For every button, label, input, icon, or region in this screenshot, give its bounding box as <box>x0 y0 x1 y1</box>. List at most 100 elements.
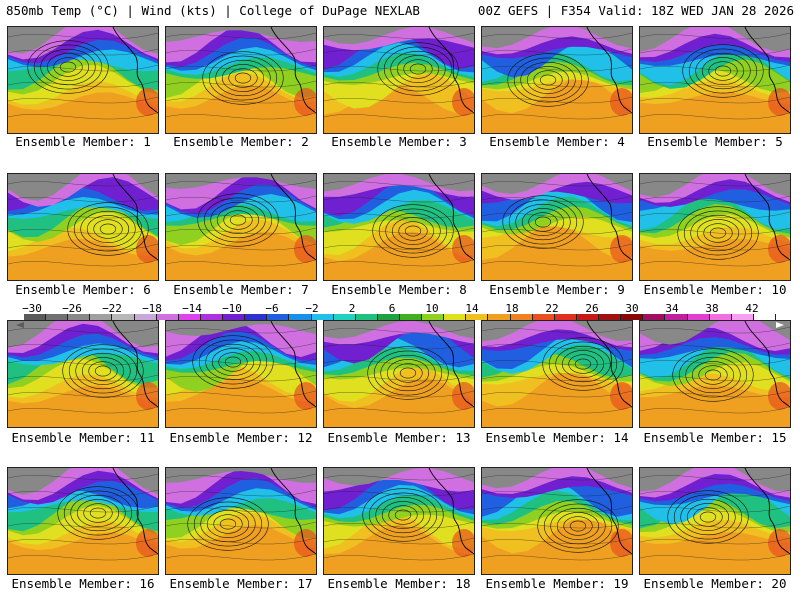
temp-band <box>640 321 790 345</box>
isobar-contour <box>229 214 247 226</box>
wind-streamline <box>640 374 790 382</box>
wind-streamline <box>166 489 316 497</box>
colorbar-cell <box>422 314 445 320</box>
wind-streamline <box>166 374 316 382</box>
ensemble-member-label: Ensemble Member: 4 <box>489 134 625 149</box>
colorbar-tick-label: 38 <box>705 302 719 315</box>
wind-streamline <box>324 227 474 235</box>
wind-streamline <box>324 374 474 382</box>
coastline <box>270 174 316 261</box>
wind-streamline <box>640 553 790 561</box>
wind-streamline <box>640 358 790 366</box>
ensemble-member-panel <box>481 467 633 575</box>
wind-streamline <box>324 64 474 72</box>
temp-band <box>640 27 790 52</box>
wind-streamline <box>482 390 632 398</box>
ensemble-member-label: Ensemble Member: 8 <box>331 282 467 297</box>
coastline <box>586 468 632 555</box>
isobar-contour <box>404 225 422 237</box>
temp-band <box>482 321 632 342</box>
wind-streamline <box>482 326 632 334</box>
isobar-contour <box>75 352 131 390</box>
isobar-contour <box>367 346 449 400</box>
isobar-contour <box>373 350 443 396</box>
isobar-contour <box>568 354 598 374</box>
coastline <box>112 27 158 114</box>
wind-streamline <box>640 342 790 350</box>
colorbar-tick-label: 10 <box>425 302 439 315</box>
isobar-contour <box>62 344 144 398</box>
colorbar-cell <box>223 314 246 320</box>
isobar-contour <box>388 505 418 525</box>
temperature-map <box>640 174 790 280</box>
wind-streamline <box>324 505 474 513</box>
isobar-contour <box>53 57 83 77</box>
wind-streamline <box>8 374 158 382</box>
isobar-contour <box>187 497 269 551</box>
wind-streamline <box>8 537 158 545</box>
isobar-contour <box>202 51 284 105</box>
colorbar-cell <box>576 314 600 320</box>
wind-streamline <box>640 521 790 529</box>
wind-streamline <box>8 227 158 235</box>
ensemble-member-panel <box>639 173 791 281</box>
colorbar-tick-label: 2 <box>348 302 356 315</box>
coastline <box>586 321 632 408</box>
isobar-contour <box>76 499 120 527</box>
colorbar-cell <box>621 314 644 320</box>
ensemble-member-panel <box>323 467 475 575</box>
isobar-contour <box>59 61 77 73</box>
ensemble-member-panel <box>639 467 791 575</box>
ensemble-member-label: Ensemble Member: 5 <box>647 134 783 149</box>
temperature-map <box>640 27 790 133</box>
colorbar-cell <box>510 314 533 320</box>
ensemble-member-label: Ensemble Member: 9 <box>489 282 625 297</box>
wind-streamline <box>8 211 158 219</box>
wind-streamline <box>640 32 790 40</box>
isobar-contour <box>203 197 273 243</box>
wind-streamline <box>324 358 474 366</box>
isobar-contour <box>521 208 565 236</box>
colorbar-tick-label: −6 <box>265 302 279 315</box>
colorbar-cell <box>355 314 378 320</box>
ensemble-member-label: Ensemble Member: 19 <box>485 576 629 591</box>
wind-streamline <box>166 390 316 398</box>
isobar-contour <box>393 363 423 383</box>
temperature-map <box>8 321 158 427</box>
isobar-contour <box>574 358 592 370</box>
isobar-contour <box>57 486 139 540</box>
wind-streamline <box>324 48 474 56</box>
ensemble-member-label: Ensemble Member: 20 <box>643 576 787 591</box>
colorbar-cell <box>643 314 666 320</box>
wind-streamline <box>482 374 632 382</box>
isobar-contour <box>213 514 243 534</box>
isobar-contour <box>234 72 252 84</box>
temp-band <box>8 321 158 348</box>
colorbar-tick-label: 18 <box>505 302 519 315</box>
colorbar-tick-label: −26 <box>62 302 82 315</box>
wind-streamline <box>482 521 632 529</box>
ensemble-member-panel <box>7 320 159 428</box>
ensemble-member-panel <box>165 320 317 428</box>
wind-streamline <box>482 80 632 88</box>
wind-streamline <box>640 243 790 251</box>
coastline <box>112 321 158 408</box>
coastline <box>586 27 632 114</box>
isobar-contour <box>193 501 263 547</box>
wind-streamline <box>324 326 474 334</box>
isobar-contour <box>198 339 268 385</box>
colorbar-tick-label: −30 <box>22 302 42 315</box>
ensemble-member-panel <box>165 467 317 575</box>
wind-streamline <box>482 259 632 267</box>
isobar-contour <box>221 64 265 92</box>
colorbar-cell <box>289 314 312 320</box>
ensemble-member-label: Ensemble Member: 11 <box>11 430 155 445</box>
isobar-contour <box>683 210 753 256</box>
isobar-contour <box>515 203 571 241</box>
isobar-contour <box>682 44 764 98</box>
colorbar-left-arrow <box>16 322 24 328</box>
colorbar-cells <box>16 314 784 328</box>
colorbar-cell <box>554 314 577 320</box>
temperature-map <box>482 321 632 427</box>
isobar-contour <box>362 488 444 542</box>
